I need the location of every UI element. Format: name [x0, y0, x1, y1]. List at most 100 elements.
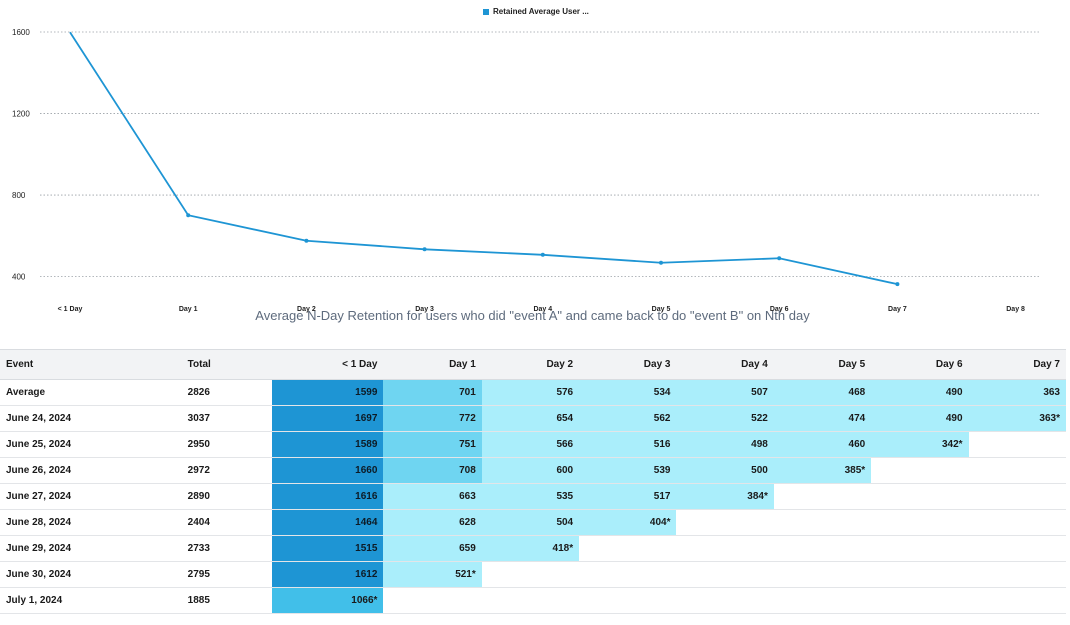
retention-cell: 708 [383, 457, 482, 484]
table-row[interactable]: July 1, 2024 1885 1066* [0, 587, 1066, 614]
table-row[interactable]: June 24, 2024 3037 1697 772 654 562 522 474 490 3… [0, 405, 1066, 432]
table-row[interactable]: June 27, 2024 2890 1616 663 535 517 384* [0, 483, 1066, 510]
table-row[interactable]: June 28, 2024 2404 1464 628 504 404* [0, 509, 1066, 536]
event-cell: June 26, 2024 [0, 457, 182, 484]
table-row[interactable]: June 26, 2024 2972 1660 708 600 539 500 385* [0, 457, 1066, 484]
retention-cell [773, 587, 872, 614]
column-header[interactable]: Day 5 [773, 349, 872, 380]
data-point [304, 238, 309, 243]
retention-cell [968, 509, 1066, 536]
total-cell: 2972 [181, 457, 272, 484]
column-header[interactable]: Total [181, 349, 272, 380]
total-cell: 2826 [181, 379, 272, 406]
retention-cell [676, 587, 774, 614]
retention-cell: 562 [579, 405, 677, 432]
retention-cell: 474 [773, 405, 872, 432]
column-header[interactable]: Day 4 [676, 349, 774, 380]
retention-cell [579, 535, 677, 562]
retention-cell: 342* [871, 431, 969, 458]
retention-cell [968, 561, 1066, 588]
column-header[interactable]: Day 6 [871, 349, 969, 380]
table-row[interactable]: June 29, 2024 2733 1515 659 418* [0, 535, 1066, 562]
x-tick-label: Day 6 [770, 306, 789, 313]
retention-cell: 566 [481, 431, 580, 458]
retention-cell: 1515 [272, 535, 384, 562]
retention-cell: 576 [481, 379, 580, 406]
retention-cell: 534 [579, 379, 677, 406]
retention-cell [773, 509, 872, 536]
retention-cell: 504 [481, 509, 580, 536]
retention-cell: 404* [579, 509, 677, 536]
data-point [540, 252, 545, 257]
total-cell: 3037 [181, 405, 272, 432]
x-tick-label: Day 4 [533, 306, 552, 313]
retention-cell [871, 587, 969, 614]
retention-cell [871, 535, 969, 562]
retention-cell: 654 [481, 405, 580, 432]
retention-cell: 539 [579, 457, 677, 484]
retention-cell: 517 [579, 483, 677, 510]
x-tick-label: Day 5 [652, 306, 671, 313]
retention-cell [481, 561, 580, 588]
retention-cell: 363 [968, 379, 1066, 406]
data-point [422, 247, 427, 252]
data-point [895, 282, 900, 287]
retention-cell [676, 561, 774, 588]
column-header[interactable]: Day 7 [968, 349, 1066, 380]
retention-cell: 363* [968, 405, 1066, 432]
table-row[interactable]: June 25, 2024 2950 1589 751 566 516 498 460 342* [0, 431, 1066, 458]
column-header[interactable]: < 1 Day [272, 349, 384, 380]
legend-label: Retained Average User ... [493, 7, 589, 16]
retention-cell: 385* [773, 457, 872, 484]
retention-cell: 490 [871, 405, 969, 432]
retention-cell: 663 [383, 483, 482, 510]
total-cell: 2795 [181, 561, 272, 588]
x-tick-label: < 1 Day [58, 306, 83, 313]
retention-cell: 1464 [272, 509, 384, 536]
total-cell: 2404 [181, 509, 272, 536]
retention-cell: 490 [871, 379, 969, 406]
series-line [69, 31, 898, 286]
column-header[interactable]: Day 2 [481, 349, 580, 380]
total-cell: 1885 [181, 587, 272, 614]
data-point [186, 213, 191, 218]
retention-cell: 751 [383, 431, 482, 458]
event-cell: Average [0, 379, 182, 406]
retention-cell: 522 [676, 405, 774, 432]
event-cell: July 1, 2024 [0, 587, 182, 614]
chart-svg: 400 800 1200 1600 < 1 Day Day 1 Day 2 Day 3 Day … [12, 28, 1040, 313]
y-tick-label: 1200 [12, 110, 30, 119]
retention-cell [968, 483, 1066, 510]
total-cell: 2890 [181, 483, 272, 510]
retention-cell: 384* [676, 483, 774, 510]
retention-cell: 1697 [272, 405, 384, 432]
retention-cell [968, 457, 1066, 484]
y-tick-label: 800 [12, 191, 26, 200]
retention-cell [773, 561, 872, 588]
total-cell: 2733 [181, 535, 272, 562]
retention-line-chart: Retained Average User ... 400 800 1200 1600… [12, 7, 1040, 323]
column-header[interactable]: Day 3 [579, 349, 677, 380]
retention-cell: 628 [383, 509, 482, 536]
retention-cell [871, 561, 969, 588]
chart-legend[interactable]: Retained Average User ... [483, 7, 589, 16]
retention-cell [383, 587, 482, 614]
data-point [777, 256, 782, 261]
table-row[interactable]: June 30, 2024 2795 1612 521* [0, 561, 1066, 588]
retention-cell [773, 535, 872, 562]
retention-cell: 507 [676, 379, 774, 406]
retention-cell: 521* [383, 561, 482, 588]
retention-cell [871, 509, 969, 536]
column-header[interactable]: Event [0, 349, 182, 380]
retention-table: Event Total < 1 Day Day 1 Day 2 Day 3 Day 4 Day… [0, 349, 1066, 614]
retention-cell: 1612 [272, 561, 384, 588]
table-row[interactable]: Average 2826 1599 701 576 534 507 468 490 363 [0, 379, 1066, 406]
column-header[interactable]: Day 1 [383, 349, 482, 380]
retention-cell [968, 535, 1066, 562]
x-tick-label: Day 1 [179, 306, 198, 313]
retention-cell [579, 561, 677, 588]
retention-cell: 1589 [272, 431, 384, 458]
x-tick-label: Day 2 [297, 306, 316, 313]
table-header-row: Event Total < 1 Day Day 1 Day 2 Day 3 Day 4 Day… [0, 349, 1066, 380]
retention-cell: 1066* [272, 587, 384, 614]
